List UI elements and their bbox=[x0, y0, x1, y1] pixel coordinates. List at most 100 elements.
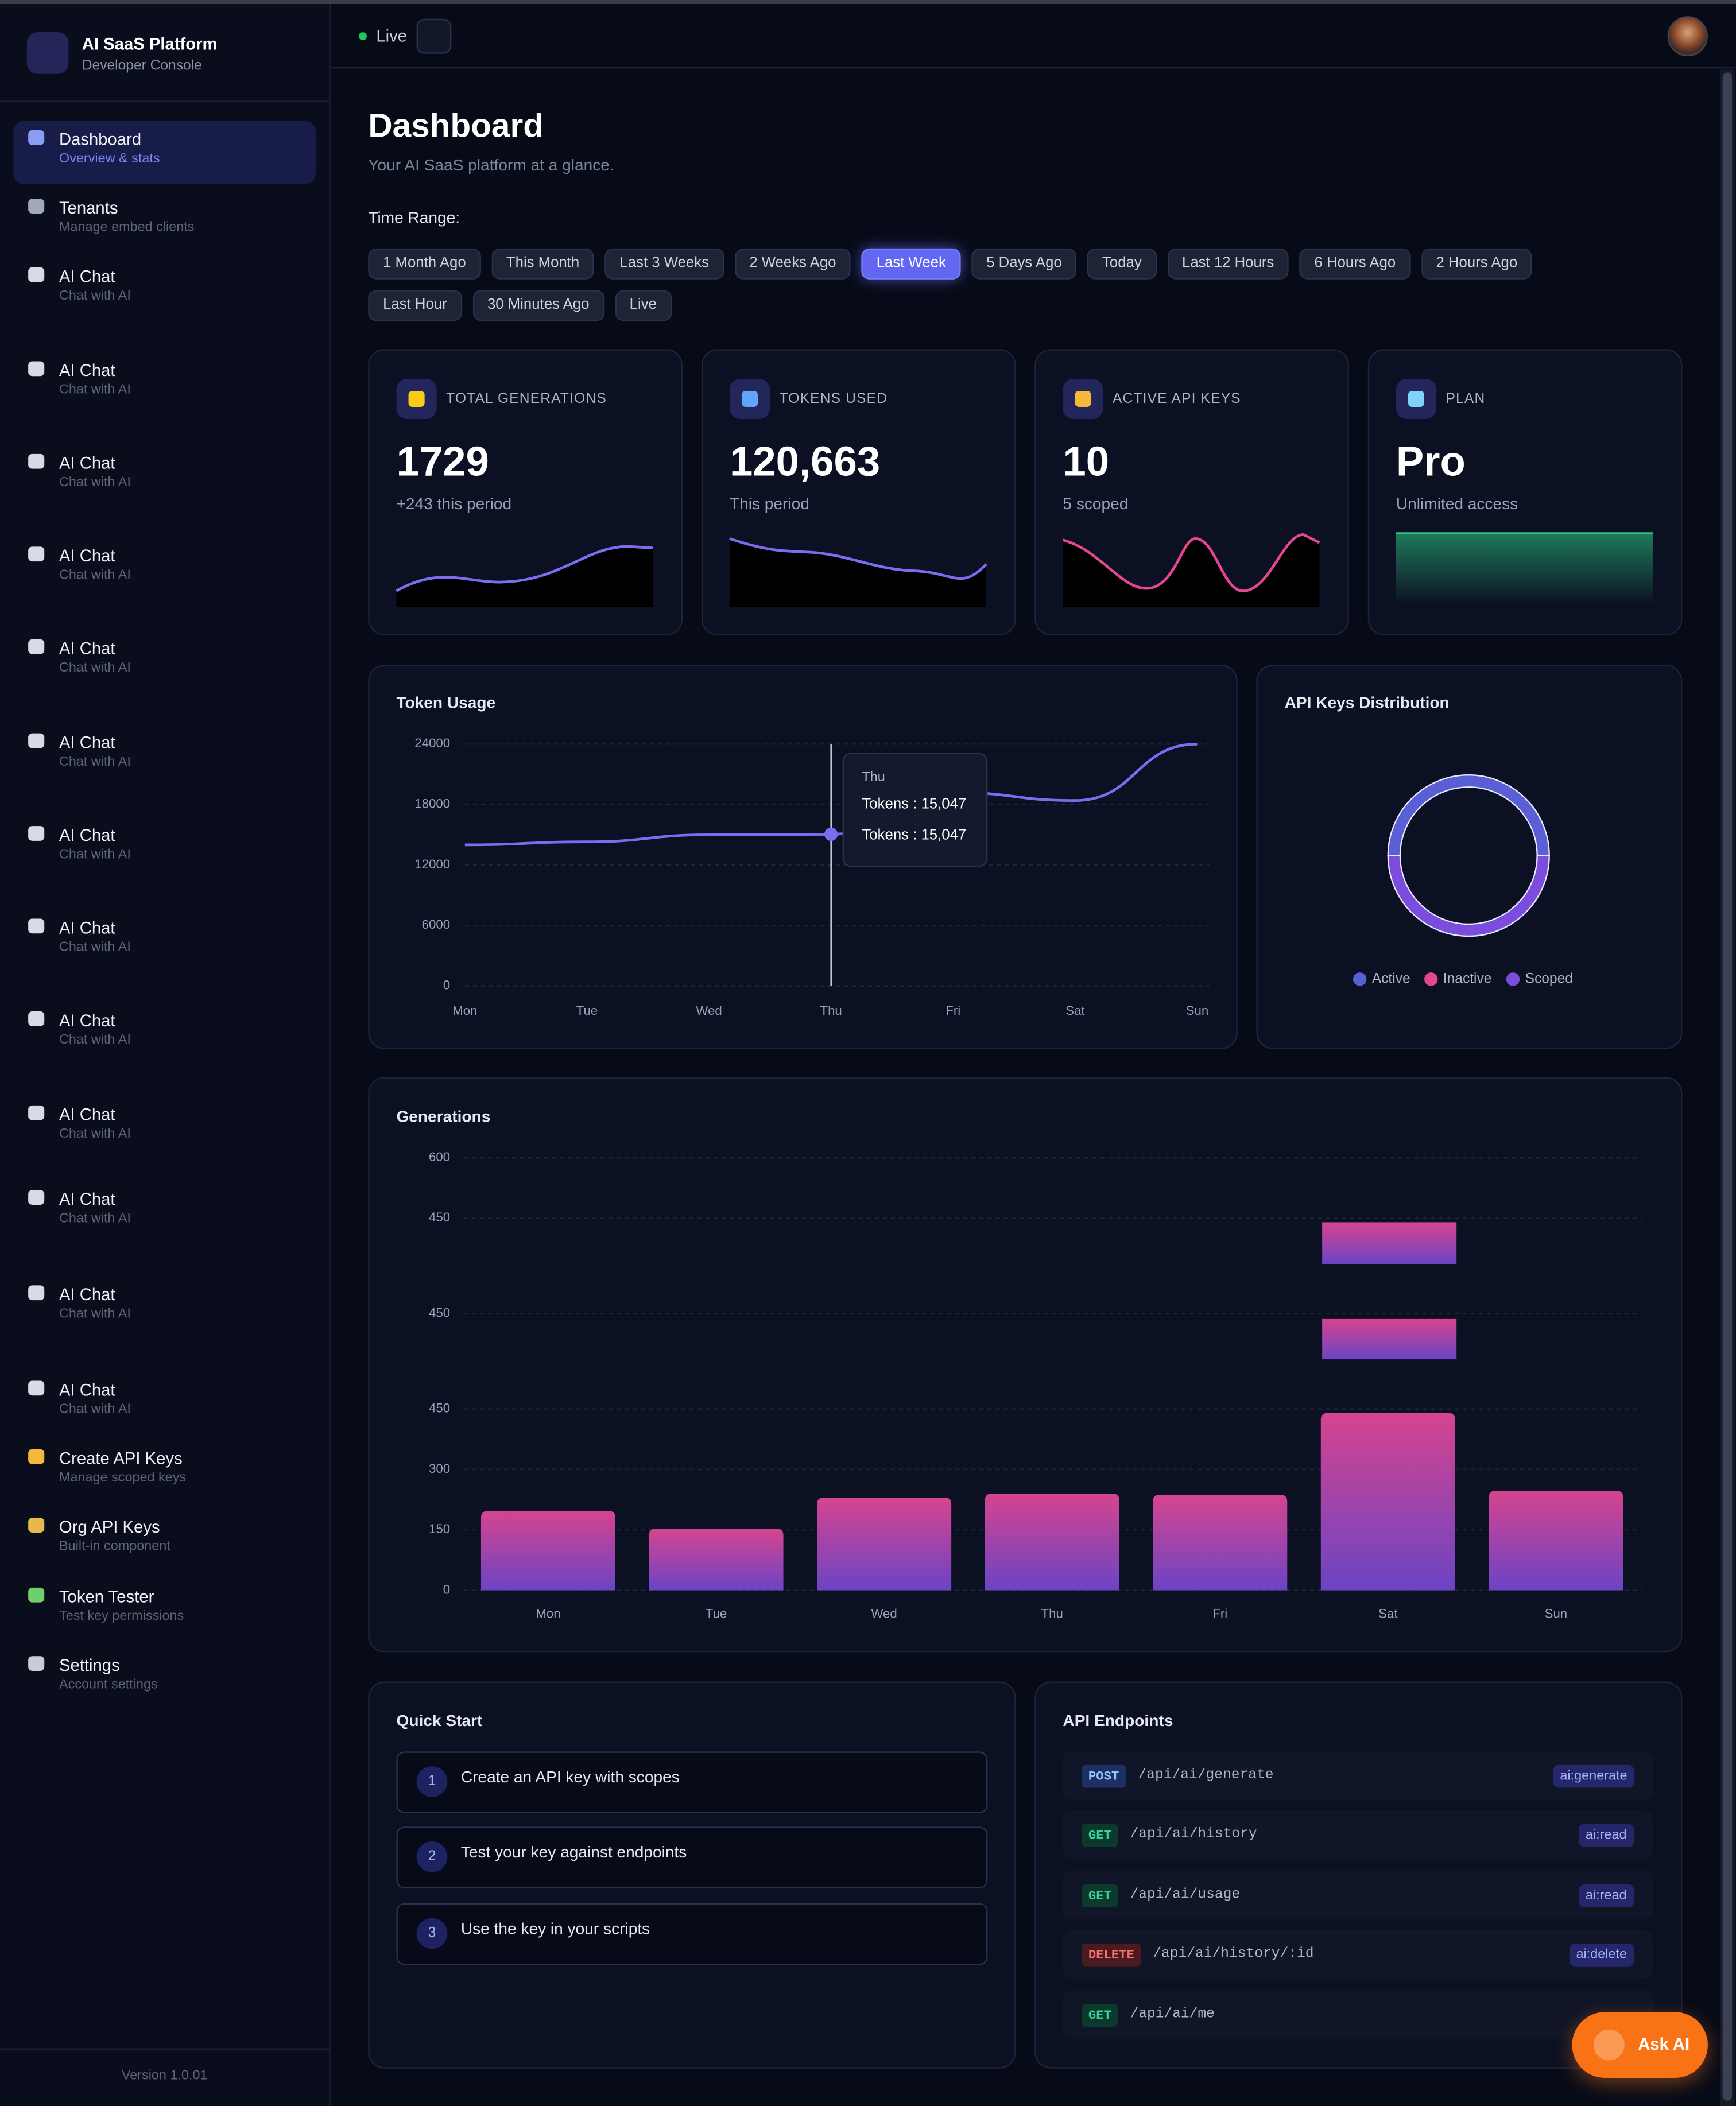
time-range-chip[interactable]: This Month bbox=[491, 248, 595, 280]
nav-icon bbox=[28, 1518, 45, 1533]
nav-icon bbox=[28, 1449, 45, 1464]
card bbox=[1256, 665, 1683, 1049]
brand-logo bbox=[26, 32, 69, 74]
time-range-chip[interactable]: 2 Weeks Ago bbox=[734, 248, 851, 280]
brand-title: AI SaaS Platform bbox=[82, 34, 218, 54]
nav-label: Create API Keys bbox=[59, 1449, 183, 1468]
stat-icon-glyph bbox=[1075, 390, 1091, 408]
nav-sub: Chat with AI bbox=[59, 755, 131, 770]
step[interactable] bbox=[396, 1903, 988, 1965]
scope-pill: ai:delete bbox=[1569, 1943, 1634, 1967]
nav-label: AI Chat bbox=[59, 361, 115, 381]
endpoint-path: /api/ai/history bbox=[1130, 1826, 1257, 1843]
sidebar: AI SaaS Platform Developer Console Dashboa… bbox=[0, 4, 331, 2106]
time-range-chip[interactable]: 1 Month Ago bbox=[368, 248, 481, 280]
stat-note: +243 this period bbox=[396, 494, 512, 513]
nav-sub: Chat with AI bbox=[59, 475, 131, 491]
theme-toggle[interactable] bbox=[416, 18, 452, 54]
nav-label: AI Chat bbox=[59, 1190, 115, 1209]
time-range-chip[interactable]: Last Hour bbox=[368, 290, 462, 321]
time-range-chip[interactable]: Today bbox=[1087, 248, 1157, 280]
stat-icon-glyph bbox=[408, 390, 425, 408]
nav-sub: Manage scoped keys bbox=[59, 1471, 187, 1486]
nav-label: AI Chat bbox=[59, 1011, 115, 1030]
stat-value: Pro bbox=[1396, 437, 1466, 485]
ask-ai-label: Ask AI bbox=[1638, 2035, 1690, 2054]
nav-label: Token Tester bbox=[59, 1587, 154, 1607]
nav-label: AI Chat bbox=[59, 826, 115, 845]
step[interactable] bbox=[396, 1826, 988, 1889]
nav-icon bbox=[28, 453, 45, 469]
nav-active-bg bbox=[13, 121, 316, 184]
endpoint-path: /api/ai/usage bbox=[1130, 1887, 1241, 1903]
method-badge: DELETE bbox=[1082, 1943, 1141, 1967]
nav-icon bbox=[28, 546, 45, 562]
scope-pill: ai:generate bbox=[1553, 1764, 1634, 1788]
step-number: 1 bbox=[416, 1766, 448, 1797]
scope-pill: ai:read bbox=[1579, 1824, 1634, 1847]
nav-sub: Chat with AI bbox=[59, 568, 131, 583]
nav-icon bbox=[28, 1285, 45, 1301]
divider bbox=[0, 100, 330, 102]
nav-icon bbox=[28, 130, 45, 145]
page-subtitle: Your AI SaaS platform at a glance. bbox=[368, 156, 614, 175]
time-range-chip[interactable]: 30 Minutes Ago bbox=[472, 290, 604, 321]
time-range-chip[interactable]: Last 12 Hours bbox=[1167, 248, 1289, 280]
step-number: 3 bbox=[416, 1918, 448, 1949]
divider bbox=[0, 2048, 330, 2050]
method-badge: POST bbox=[1082, 1764, 1126, 1788]
endpoint-row[interactable] bbox=[1063, 1810, 1653, 1859]
nav-sub: Chat with AI bbox=[59, 289, 131, 304]
nav-label: AI Chat bbox=[59, 267, 115, 286]
endpoint-row[interactable] bbox=[1063, 1871, 1653, 1919]
nav-icon bbox=[28, 918, 45, 934]
stat-label: ACTIVE API KEYS bbox=[1113, 390, 1241, 408]
nav-sub: Chat with AI bbox=[59, 940, 131, 955]
nav-icon bbox=[28, 1190, 45, 1205]
time-range-chip[interactable]: Live bbox=[614, 290, 672, 321]
nav-icon bbox=[28, 267, 45, 282]
time-range-chip[interactable]: Last Week bbox=[861, 248, 961, 280]
nav-sub: Chat with AI bbox=[59, 1127, 131, 1142]
endpoint-path: /api/ai/generate bbox=[1138, 1767, 1274, 1784]
step[interactable] bbox=[396, 1751, 988, 1813]
card-title: API Endpoints bbox=[1063, 1711, 1173, 1730]
nav-sub: Overview & stats bbox=[59, 152, 160, 167]
nav-sub: Chat with AI bbox=[59, 1033, 131, 1048]
nav-icon bbox=[28, 639, 45, 654]
nav-sub: Chat with AI bbox=[59, 1211, 131, 1227]
endpoint-row[interactable] bbox=[1063, 1990, 1653, 2039]
nav-sub: Chat with AI bbox=[59, 1402, 131, 1417]
status-dot bbox=[358, 32, 367, 41]
time-range-chip[interactable]: 5 Days Ago bbox=[971, 248, 1077, 280]
scrollbar-thumb bbox=[1722, 72, 1733, 2101]
card bbox=[368, 665, 1238, 1049]
stat-value: 120,663 bbox=[729, 437, 881, 485]
time-range-chip[interactable]: Last 3 Weeks bbox=[604, 248, 724, 280]
nav-label: AI Chat bbox=[59, 733, 115, 753]
nav-sub: Test key permissions bbox=[59, 1609, 184, 1624]
stat-note: This period bbox=[729, 494, 809, 513]
stat-label: PLAN bbox=[1446, 390, 1486, 408]
time-range-chip[interactable]: 2 Hours Ago bbox=[1421, 248, 1532, 280]
nav-label: Tenants bbox=[59, 199, 118, 218]
time-range-chip[interactable]: 6 Hours Ago bbox=[1299, 248, 1410, 280]
status-label: Live bbox=[376, 26, 408, 46]
nav-label: AI Chat bbox=[59, 1380, 115, 1400]
nav-sub: Manage embed clients bbox=[59, 220, 195, 235]
time-range-label: Time Range: bbox=[368, 208, 460, 227]
step-text: Create an API key with scopes bbox=[460, 1767, 680, 1787]
card-title: Quick Start bbox=[396, 1711, 483, 1730]
version: Version 1.0.01 bbox=[121, 2068, 208, 2084]
time-range-options: 1 Month Ago This Month Last 3 Weeks 2 Weeks… bbox=[368, 248, 1584, 321]
nav-icon bbox=[28, 361, 45, 377]
stat-label: TOKENS USED bbox=[779, 390, 888, 408]
step-text: Test your key against endpoints bbox=[460, 1843, 687, 1862]
nav-sub: Chat with AI bbox=[59, 1306, 131, 1322]
nav-label: Settings bbox=[59, 1656, 120, 1675]
endpoint-row[interactable] bbox=[1063, 1930, 1653, 1979]
avatar[interactable] bbox=[1667, 16, 1708, 57]
nav-icon bbox=[28, 733, 45, 748]
nav-icon bbox=[28, 1011, 45, 1026]
